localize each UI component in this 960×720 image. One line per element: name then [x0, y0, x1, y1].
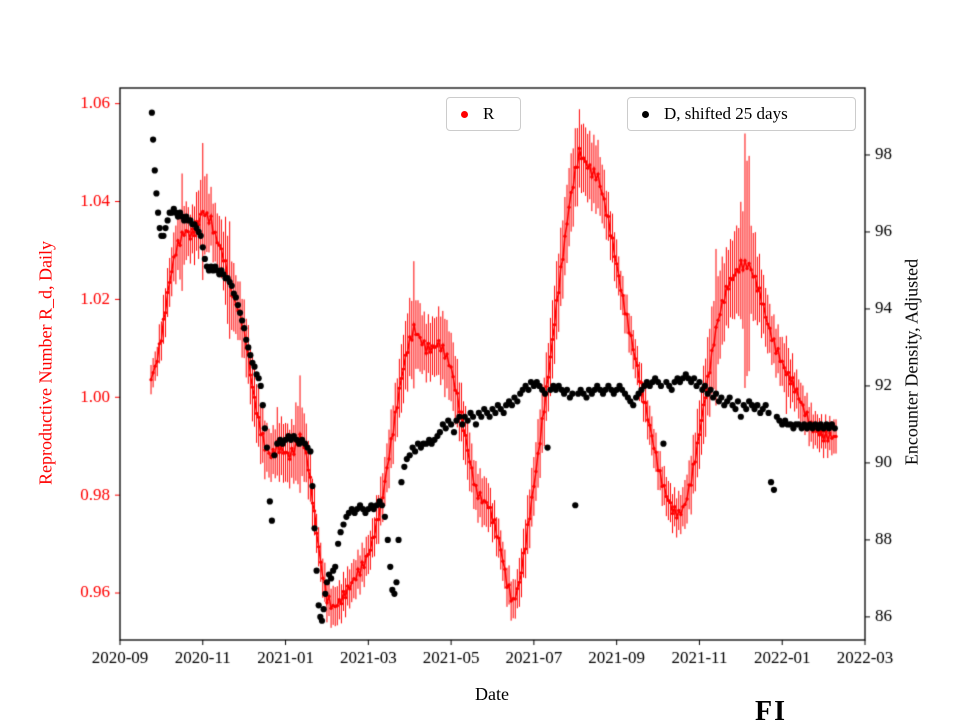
legend-r-marker-icon	[461, 110, 468, 118]
right-y-axis-label: Encounter Density, Adjusted	[901, 258, 922, 466]
legend-box-d: D, shifted 25 days	[627, 97, 856, 131]
legend-box-r: R	[446, 97, 521, 131]
x-axis-label: Date	[475, 684, 509, 704]
legend-r-label: R	[483, 104, 495, 123]
left-y-axis-label: Reproductive Number R_d, Daily	[35, 241, 56, 485]
legend-d-marker-icon	[642, 110, 649, 118]
legend-d-label: D, shifted 25 days	[664, 104, 788, 123]
cropped-caption-text: FI	[755, 696, 787, 720]
